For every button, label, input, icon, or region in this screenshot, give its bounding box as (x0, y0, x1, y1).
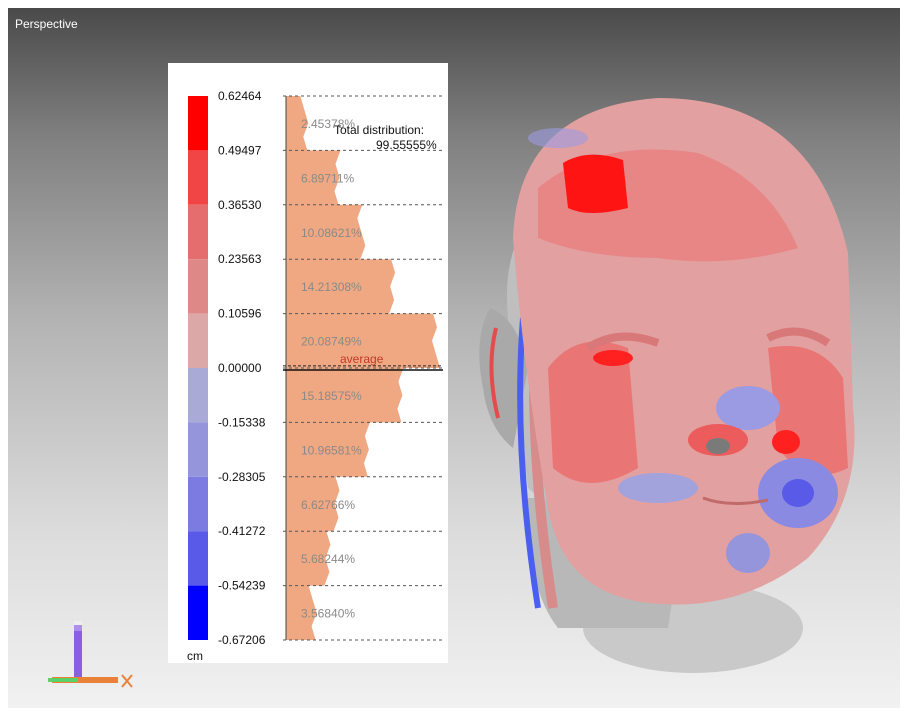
bin-percentage-8: 5.68244% (301, 552, 355, 566)
legend-tick-10: -0.67206 (218, 633, 266, 647)
right-mouth-hotspot (782, 479, 814, 507)
legend-bin-7 (188, 476, 208, 532)
legend-tick-8: -0.41272 (218, 524, 266, 538)
x-axis-cross-icon (121, 674, 133, 688)
legend-bin-9 (188, 585, 208, 640)
bin-percentage-3: 14.21308% (301, 280, 362, 294)
color-legend-panel: 0.62464 0.49497 0.36530 0.23563 0.10596 0.000… (168, 63, 448, 663)
unit-label: cm (187, 649, 203, 663)
legend-chart: 0.62464 0.49497 0.36530 0.23563 0.10596 0.000… (187, 89, 443, 663)
left-nostril (706, 438, 730, 454)
legend-bin-2 (188, 204, 208, 260)
axis-triad[interactable] (38, 613, 138, 693)
3d-viewport[interactable]: Perspective 0.62464 0.49497 0.36530 0.23563… (8, 8, 900, 708)
chin-region (726, 533, 770, 573)
legend-tick-4: 0.10596 (218, 307, 262, 321)
bin-percentage-6: 10.96581% (301, 443, 362, 457)
legend-bin-5 (188, 368, 208, 423)
y-axis-arrow (48, 678, 78, 682)
legend-bin-8 (188, 531, 208, 586)
legend-bin-3 (188, 259, 208, 314)
bin-percentage-1: 6.89711% (301, 171, 354, 185)
average-label: average (340, 352, 384, 366)
legend-tick-3: 0.23563 (218, 252, 262, 266)
bin-percentage-5: 15.18575% (301, 389, 362, 403)
bin-percentage-0: 2.45378% (301, 117, 355, 131)
legend-tick-6: -0.15338 (218, 415, 266, 429)
x-axis-arrow (52, 677, 118, 683)
ear-deviation (489, 327, 500, 419)
view-label: Perspective (15, 17, 78, 31)
legend-tick-1: 0.49497 (218, 143, 262, 157)
right-brow (766, 327, 831, 347)
legend-bin-4 (188, 313, 208, 368)
side-stripe-blue (517, 317, 541, 609)
left-mouth-region (618, 473, 698, 503)
z-axis-arrow (74, 625, 82, 681)
left-cheek-region (548, 341, 638, 483)
nose-bridge-region (716, 386, 780, 430)
total-distribution-value: 99.55555% (376, 138, 437, 152)
legend-tick-7: -0.28305 (218, 470, 266, 484)
head-deviation-model[interactable] (468, 68, 868, 688)
left-eye-hotspot (593, 350, 633, 366)
right-nostril-hotspot (772, 430, 800, 454)
z-axis-tip (74, 621, 82, 631)
legend-bin-1 (188, 150, 208, 205)
bin-percentage-4: 20.08749% (301, 335, 362, 349)
legend-tick-9: -0.54239 (218, 579, 266, 593)
total-distribution-label: Total distribution: (334, 123, 424, 137)
mouth (702, 496, 769, 506)
legend-bin-0 (188, 96, 208, 151)
top-blue-region (528, 128, 588, 148)
bin-percentage-9: 3.56840% (301, 607, 355, 621)
legend-tick-0: 0.62464 (218, 89, 262, 103)
legend-tick-5: 0.00000 (218, 361, 262, 375)
bin-percentage-2: 10.08621% (301, 226, 362, 240)
left-brow (585, 332, 660, 352)
legend-tick-2: 0.36530 (218, 198, 262, 212)
forehead-hotspot (563, 154, 628, 213)
bin-percentage-7: 6.62766% (301, 498, 355, 512)
legend-bin-6 (188, 422, 208, 477)
